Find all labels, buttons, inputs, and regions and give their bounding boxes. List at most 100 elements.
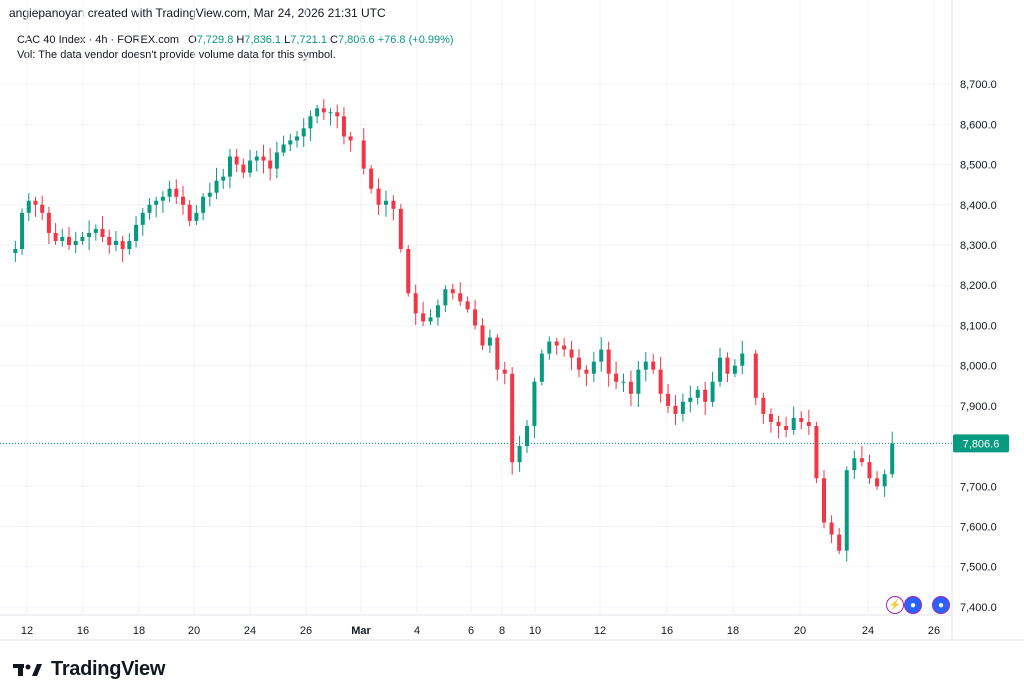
candle-body xyxy=(268,160,273,169)
candle-body xyxy=(127,240,132,250)
candle-body xyxy=(154,200,159,205)
candle-body xyxy=(710,381,715,402)
candle-body xyxy=(181,196,185,205)
x-tick-label: 20 xyxy=(794,625,806,637)
x-tick-label: 16 xyxy=(77,625,89,637)
candle-body xyxy=(413,293,418,314)
y-tick-label: 7,700.0 xyxy=(960,481,997,493)
lightning-icon[interactable]: ⚡ xyxy=(886,596,904,614)
candle-body xyxy=(20,212,25,250)
candle-body xyxy=(67,236,71,245)
candle-body xyxy=(799,417,804,422)
globe-icon[interactable]: ● xyxy=(904,596,922,614)
candle-body xyxy=(852,458,857,471)
last-price-label: 7,806.6 xyxy=(963,438,1000,450)
y-tick-label: 8,400.0 xyxy=(960,200,997,212)
candle-body xyxy=(487,337,492,346)
x-tick-label: 12 xyxy=(21,625,33,637)
x-tick-label: 18 xyxy=(727,625,739,637)
candle-body xyxy=(100,228,105,237)
candle-body xyxy=(867,462,872,479)
x-tick-label: 26 xyxy=(300,625,312,637)
candle-body xyxy=(40,204,45,213)
volume-note: Vol: The data vendor doesn't provide vol… xyxy=(17,49,336,61)
candle-body xyxy=(784,425,789,430)
candle-body xyxy=(261,156,266,161)
candle-body xyxy=(46,212,51,233)
change-value: +76.8 (+0.99%) xyxy=(377,34,454,46)
candle-body xyxy=(761,397,766,414)
candle-body xyxy=(532,381,537,426)
footer-logo: TradingView xyxy=(13,658,165,681)
candle-body xyxy=(576,357,581,370)
candle-body xyxy=(776,421,781,426)
globe-icon-2[interactable]: ● xyxy=(932,596,950,614)
x-tick-label: 24 xyxy=(862,625,874,637)
candle-body xyxy=(274,152,279,169)
candle-body xyxy=(651,361,656,370)
chart-credit: angiepanoyan created with TradingView.co… xyxy=(9,6,386,20)
candle-body xyxy=(443,289,448,306)
candle-body xyxy=(875,478,880,487)
candle-body xyxy=(740,353,745,366)
candle-body xyxy=(107,236,112,245)
y-tick-label: 8,700.0 xyxy=(960,79,997,91)
candle-body xyxy=(201,196,206,213)
candle-body xyxy=(584,369,589,374)
candle-body xyxy=(227,156,232,177)
candle-body xyxy=(295,136,299,141)
candle-body xyxy=(73,240,78,245)
x-tick-label: 12 xyxy=(594,625,606,637)
candle-body xyxy=(525,425,530,447)
y-tick-label: 8,300.0 xyxy=(960,240,997,252)
candle-body xyxy=(643,361,648,370)
close-value: 7,806.6 xyxy=(337,34,375,46)
candle-body xyxy=(80,236,85,241)
x-tick-label: 16 xyxy=(661,625,673,637)
candle-body xyxy=(348,136,353,141)
x-tick-label: 10 xyxy=(529,625,541,637)
candle-body xyxy=(703,389,708,402)
candle-body xyxy=(806,421,811,426)
candle-body xyxy=(194,212,199,221)
candle-body xyxy=(473,309,478,326)
candle-body xyxy=(814,425,819,479)
candle-body xyxy=(60,236,65,241)
candle-body xyxy=(187,204,192,221)
candle-body xyxy=(254,156,259,161)
candle-body xyxy=(753,353,758,398)
candle-body xyxy=(890,443,895,475)
candle-body xyxy=(315,108,320,117)
candle-body xyxy=(147,204,152,213)
candle-body xyxy=(599,349,604,362)
y-tick-label: 7,400.0 xyxy=(960,602,997,614)
candle-body xyxy=(768,413,773,422)
x-tick-label: 18 xyxy=(133,625,145,637)
candle-body xyxy=(628,381,633,394)
candle-body xyxy=(547,341,552,354)
candle-body xyxy=(207,192,212,197)
candle-body xyxy=(614,373,619,382)
candle-body xyxy=(502,369,507,374)
y-tick-label: 8,100.0 xyxy=(960,320,997,332)
candle-body xyxy=(93,228,98,233)
candle-body xyxy=(33,200,38,205)
candle-body xyxy=(308,116,313,129)
candle-body xyxy=(120,240,125,250)
x-tick-label: 4 xyxy=(414,625,420,637)
candle-body xyxy=(174,188,179,197)
candle-body xyxy=(328,112,333,114)
candle-body xyxy=(341,116,346,137)
candle-body xyxy=(369,168,374,189)
candle-body xyxy=(435,305,440,318)
candle-body xyxy=(234,156,239,165)
last-price-badge xyxy=(953,434,1009,453)
candle-body xyxy=(829,522,834,535)
candle-body xyxy=(732,365,737,374)
candle-body xyxy=(361,140,366,169)
candle-body xyxy=(450,289,455,294)
candle-body xyxy=(882,474,887,487)
candle-body xyxy=(606,349,611,374)
candle-body xyxy=(636,369,641,394)
